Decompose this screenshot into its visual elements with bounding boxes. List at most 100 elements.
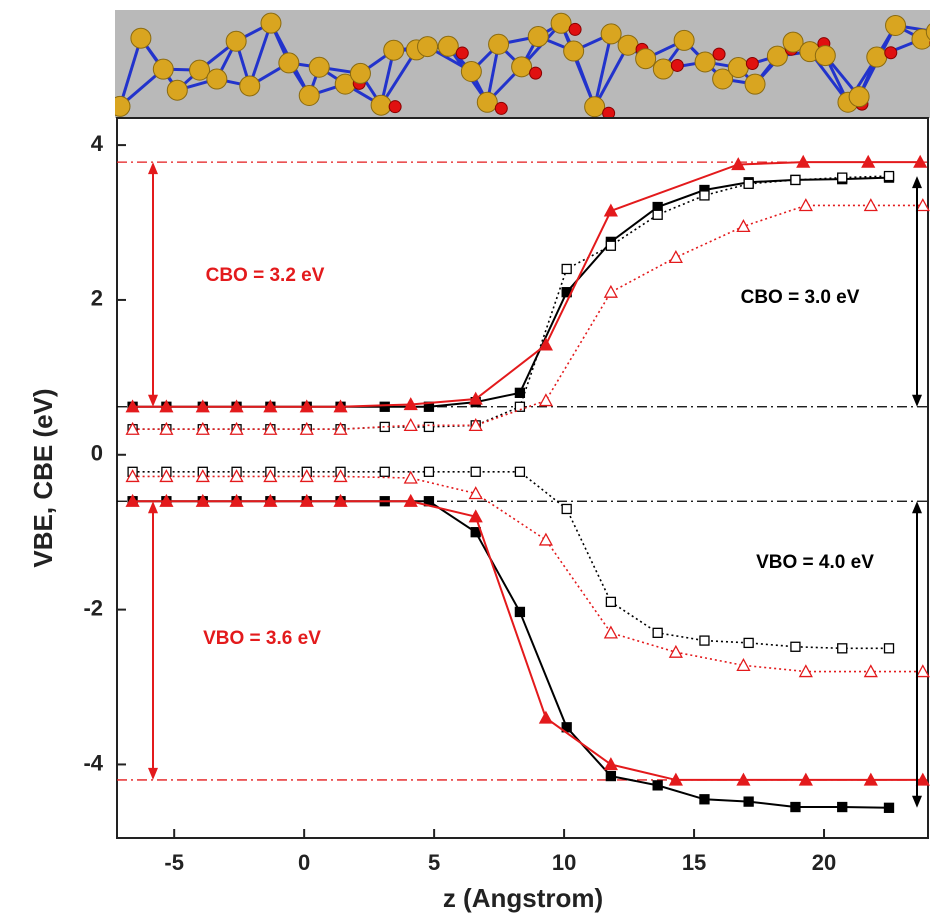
si-atom [460,61,482,83]
si-atom [885,14,907,36]
arrow-head [148,162,158,175]
si-atom [417,36,439,58]
o-atom [602,106,616,118]
si-atom [782,31,804,53]
marker [159,493,174,507]
y-tick-label: 4 [91,131,104,156]
y-tick-label: -2 [83,595,103,620]
arrow-head [148,501,158,514]
marker [159,421,174,435]
si-atom [370,94,392,116]
bond [379,49,418,107]
marker [538,337,553,351]
marker [538,393,553,407]
marker [468,509,483,523]
marker [468,486,483,500]
marker [263,399,278,413]
si-atom [652,58,674,80]
marker [743,637,754,649]
marker [423,466,435,477]
series-line [132,204,923,431]
si-atom [744,73,766,95]
si-atom [383,39,405,61]
marker [699,635,710,646]
atomic-structure [115,12,930,118]
y-tick-label: 0 [91,441,103,466]
si-atom [437,35,459,57]
marker [603,284,618,298]
marker [605,596,617,608]
o-atom [884,46,898,60]
si-atom [298,85,320,107]
o-atom [745,57,759,71]
marker [736,219,751,233]
marker [863,198,878,212]
marker [468,417,483,432]
x-tick-label: -5 [164,850,184,875]
marker [603,625,618,639]
marker [333,493,348,507]
si-atom [694,51,716,73]
marker [883,802,895,813]
marker [915,772,930,786]
marker [125,493,140,507]
si-atom [130,27,152,49]
si-atom [635,48,657,70]
series-line [132,475,923,673]
marker [796,154,811,168]
si-atom [527,26,549,48]
marker [195,421,210,435]
o-atom [388,100,402,114]
si-atom [600,23,622,45]
marker [514,466,526,477]
marker [798,198,813,212]
marker [790,174,801,186]
marker [837,172,848,183]
o-atom [494,101,508,115]
marker [743,796,754,807]
arrow-head [912,501,922,514]
si-atom [766,45,788,67]
arrow-head [912,795,922,808]
marker [333,421,348,435]
annotation: VBO = 4.0 eV [756,552,874,573]
o-atom [670,58,684,72]
marker [333,469,348,483]
si-atom [673,29,695,51]
marker [403,417,418,432]
marker [538,532,553,546]
marker [299,399,314,413]
marker [837,643,848,654]
marker [538,710,553,724]
marker [195,493,210,507]
marker [790,641,801,652]
marker [403,493,418,507]
y-axis-label: VBE, CBE (eV) [28,388,58,567]
marker [403,470,418,484]
marker [468,391,483,405]
x-tick-label: 15 [682,850,706,875]
si-atom [511,56,533,78]
marker [159,469,174,483]
marker [263,469,278,483]
marker [863,664,878,678]
x-tick-label: 10 [552,850,576,875]
o-atom [455,46,469,60]
marker [861,154,876,168]
marker [514,606,526,618]
marker [736,657,751,672]
marker [699,190,710,201]
annotation: VBO = 3.6 eV [203,628,321,649]
si-atom [911,28,930,50]
x-tick-label: 5 [428,850,440,875]
marker [736,772,751,786]
marker [470,466,481,477]
si-atom [476,91,498,113]
si-atom [584,96,606,118]
marker [561,503,572,515]
si-atom [166,79,188,101]
si-atom [225,30,247,52]
marker [915,198,930,212]
marker [798,772,813,786]
